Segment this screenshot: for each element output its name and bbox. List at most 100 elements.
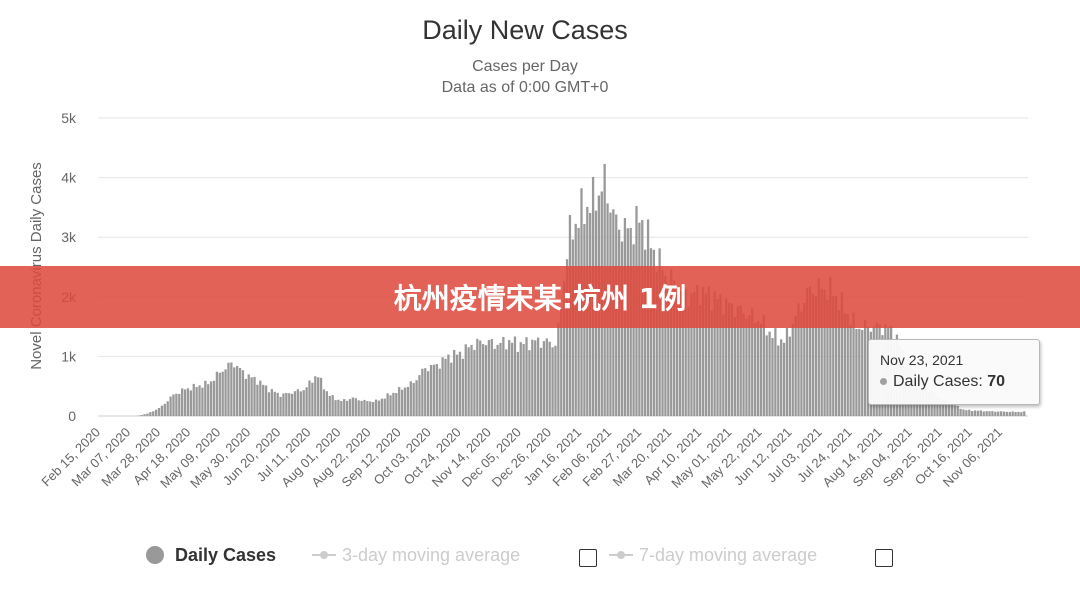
- bar[interactable]: [710, 310, 713, 416]
- bar[interactable]: [296, 389, 300, 416]
- bar[interactable]: [701, 286, 705, 416]
- bar[interactable]: [484, 345, 488, 416]
- bar[interactable]: [759, 323, 763, 416]
- bar[interactable]: [947, 403, 951, 416]
- bar[interactable]: [690, 293, 693, 416]
- bar[interactable]: [409, 381, 412, 416]
- bar[interactable]: [817, 277, 820, 416]
- bar[interactable]: [380, 398, 383, 416]
- bar[interactable]: [212, 380, 216, 416]
- bar[interactable]: [377, 400, 381, 416]
- bar[interactable]: [160, 405, 164, 416]
- bar[interactable]: [418, 375, 421, 416]
- bar[interactable]: [400, 389, 404, 416]
- bar[interactable]: [383, 398, 386, 416]
- bar[interactable]: [435, 364, 438, 416]
- bar[interactable]: [780, 339, 783, 416]
- legend-item-daily-cases[interactable]: Daily Cases: [146, 540, 276, 570]
- bar[interactable]: [823, 289, 826, 416]
- bar[interactable]: [340, 400, 343, 416]
- bar[interactable]: [557, 322, 560, 416]
- bar[interactable]: [233, 367, 236, 416]
- bar[interactable]: [849, 324, 852, 416]
- bar[interactable]: [756, 321, 760, 416]
- bar[interactable]: [415, 380, 418, 416]
- bar[interactable]: [985, 411, 988, 416]
- bar[interactable]: [264, 385, 268, 416]
- bar[interactable]: [942, 399, 945, 416]
- bar[interactable]: [192, 383, 195, 416]
- bar[interactable]: [201, 387, 204, 416]
- bar[interactable]: [481, 344, 485, 416]
- bar[interactable]: [244, 378, 247, 416]
- bar[interactable]: [1008, 411, 1011, 416]
- bar[interactable]: [1005, 411, 1009, 416]
- bar[interactable]: [976, 410, 980, 416]
- bar[interactable]: [493, 348, 496, 416]
- bar[interactable]: [672, 280, 676, 416]
- checkbox-3-day-average[interactable]: [579, 549, 597, 567]
- bar[interactable]: [811, 293, 815, 416]
- bar[interactable]: [403, 387, 407, 416]
- bar[interactable]: [450, 362, 453, 416]
- bar[interactable]: [337, 399, 340, 416]
- bar[interactable]: [687, 306, 690, 416]
- checkbox-7-day-average[interactable]: [875, 549, 893, 567]
- bar[interactable]: [994, 411, 997, 416]
- bar[interactable]: [563, 281, 566, 416]
- bar[interactable]: [962, 409, 965, 416]
- bar[interactable]: [276, 392, 279, 416]
- bar[interactable]: [670, 269, 673, 416]
- bar[interactable]: [777, 345, 780, 416]
- bar[interactable]: [169, 396, 172, 416]
- bar[interactable]: [803, 302, 806, 416]
- bar[interactable]: [502, 336, 505, 416]
- bar[interactable]: [696, 284, 699, 416]
- bar[interactable]: [209, 381, 213, 416]
- bar[interactable]: [215, 371, 219, 416]
- bar[interactable]: [195, 387, 198, 416]
- bar[interactable]: [357, 400, 360, 416]
- bar[interactable]: [681, 285, 684, 416]
- bar[interactable]: [279, 396, 282, 416]
- bar[interactable]: [490, 339, 493, 416]
- bar[interactable]: [328, 395, 331, 416]
- bar[interactable]: [704, 293, 708, 416]
- bar[interactable]: [644, 249, 647, 416]
- bar[interactable]: [846, 313, 849, 416]
- bar[interactable]: [270, 389, 274, 416]
- bar[interactable]: [655, 271, 658, 416]
- bar[interactable]: [221, 371, 224, 416]
- bar[interactable]: [965, 410, 968, 416]
- bar[interactable]: [181, 388, 184, 416]
- bar[interactable]: [250, 377, 253, 416]
- bar[interactable]: [282, 393, 285, 416]
- bar[interactable]: [997, 411, 1000, 416]
- bar[interactable]: [863, 319, 867, 416]
- bar[interactable]: [374, 399, 378, 416]
- bar[interactable]: [551, 347, 554, 416]
- bar[interactable]: [536, 337, 540, 416]
- bar[interactable]: [832, 295, 835, 416]
- bar[interactable]: [794, 315, 797, 416]
- bar[interactable]: [791, 323, 794, 416]
- bar[interactable]: [814, 296, 818, 416]
- bar[interactable]: [143, 414, 146, 416]
- bar[interactable]: [421, 368, 424, 416]
- bar[interactable]: [765, 335, 768, 416]
- bar[interactable]: [369, 401, 372, 416]
- bar[interactable]: [525, 337, 528, 416]
- bar[interactable]: [982, 411, 985, 416]
- bar[interactable]: [843, 313, 846, 416]
- bar[interactable]: [163, 403, 166, 416]
- bar[interactable]: [936, 396, 939, 416]
- bar[interactable]: [742, 313, 745, 416]
- bar[interactable]: [204, 380, 207, 416]
- bar[interactable]: [499, 342, 502, 416]
- bar[interactable]: [447, 354, 450, 416]
- bar[interactable]: [285, 393, 288, 416]
- bar[interactable]: [725, 298, 728, 416]
- bar[interactable]: [314, 376, 317, 416]
- bar[interactable]: [516, 351, 519, 416]
- bar[interactable]: [412, 383, 415, 416]
